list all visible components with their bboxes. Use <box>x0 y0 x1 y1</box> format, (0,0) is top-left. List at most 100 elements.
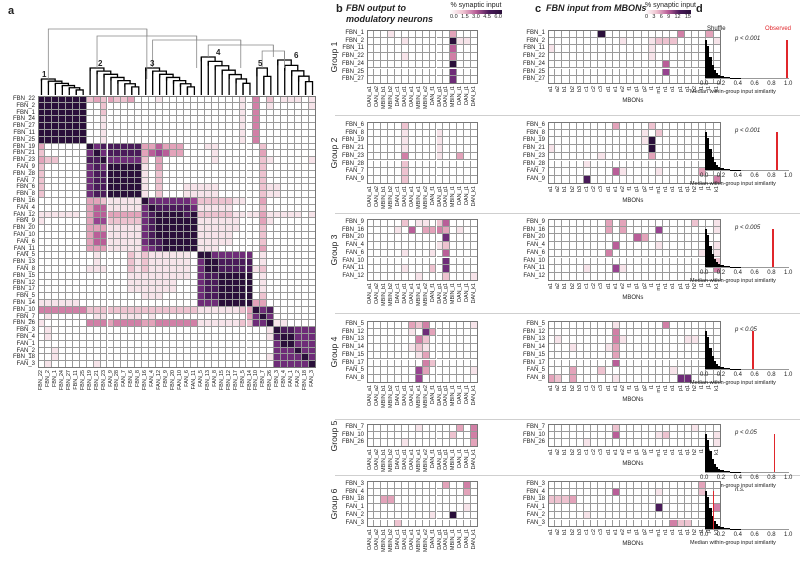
similarity-cell <box>177 102 184 110</box>
x-tick-label: 1.0 <box>784 475 793 481</box>
row-label: FBN_28 <box>12 170 35 177</box>
column-label: DAN_g1 <box>436 282 443 304</box>
similarity-cell <box>44 136 52 144</box>
column-label: OAN_a2 <box>373 449 380 471</box>
similarity-cell <box>225 130 233 137</box>
similarity-cell <box>163 96 171 103</box>
mbons-axis-label: MBONs <box>622 97 644 104</box>
similarity-cell <box>218 109 226 117</box>
row-label: FAN_12 <box>523 272 545 279</box>
dendrogram-link <box>75 89 84 95</box>
similarity-cell <box>44 109 52 117</box>
row-label: FAN_4 <box>16 204 35 211</box>
similarity-cell <box>128 96 136 103</box>
similarity-cell <box>100 130 108 137</box>
similarity-cell <box>38 130 45 137</box>
row-label: FBN_12 <box>12 279 35 286</box>
similarity-cell <box>232 96 240 103</box>
x-tick-label: 0.8 <box>767 532 776 538</box>
similarity-cell <box>107 102 115 110</box>
column-label: b3 <box>576 85 583 93</box>
column-label: OAN_e1 <box>408 384 415 406</box>
column-label: m1 <box>656 384 662 393</box>
column-label: q1 <box>684 529 691 536</box>
column-label: DAN_d1 <box>401 529 408 550</box>
similarity-cell <box>197 109 205 117</box>
column-label: FBN_16 <box>142 370 149 391</box>
similarity-cell <box>163 109 171 117</box>
similarity-cell <box>253 96 261 103</box>
similarity-cell <box>142 136 150 144</box>
similarity-cell <box>218 116 226 124</box>
column-label: i1 <box>648 282 655 287</box>
column-label: FBN_13 <box>204 370 211 391</box>
similarity-cell <box>177 109 184 117</box>
hist-axis <box>705 170 789 171</box>
column-label: e2 <box>620 85 626 93</box>
column-label: e1 <box>612 529 619 536</box>
column-label: DAN_d1 <box>401 185 408 207</box>
column-label: k1 <box>713 449 720 455</box>
column-label: i1 <box>648 449 655 454</box>
column-label: FBN_3 <box>274 370 281 388</box>
similarity-cell <box>274 109 282 117</box>
column-label: MBIN_e2 <box>422 449 429 473</box>
column-label: DAN_d1 <box>401 85 408 107</box>
similarity-cell <box>288 102 296 110</box>
column-label: m1 <box>656 282 662 291</box>
similarity-cell <box>38 96 45 103</box>
similarity-cell <box>260 116 268 124</box>
similarity-cell <box>170 96 177 103</box>
row-label: FBN_16 <box>341 226 364 233</box>
column-label: OAN_a2 <box>373 282 380 304</box>
column-label: DAN_f1 <box>429 529 436 549</box>
row-label: FBN_14 <box>522 344 545 351</box>
column-label: FBN_15 <box>218 370 225 391</box>
similarity-cell <box>86 96 94 103</box>
row-label: FAN_2 <box>345 511 364 518</box>
row-label: FAN_1 <box>16 340 35 347</box>
similarity-cell <box>58 123 66 130</box>
column-label: FBN_22 <box>38 370 44 391</box>
group-label: Group 2 <box>329 137 339 169</box>
similarity-cell <box>72 102 80 110</box>
row-label: FBN_5 <box>16 293 35 300</box>
column-label: c3 <box>598 449 605 455</box>
column-label: MBIN_b2 <box>387 185 394 209</box>
x-tick-label: 0.0 <box>700 532 709 538</box>
panel-d-label: d <box>696 3 703 15</box>
column-label: b3 <box>576 449 583 456</box>
similarity-cell <box>211 130 219 137</box>
input-heatmap-frame <box>548 481 721 528</box>
column-label: MBIN_b1 <box>380 529 387 553</box>
row-label: FBN_16 <box>522 226 545 233</box>
mbons-axis-label: MBONs <box>622 461 644 468</box>
column-label: FBN_26 <box>267 370 274 391</box>
column-label: c3 <box>598 384 605 391</box>
column-label: n1 <box>663 185 670 192</box>
dendrogram-link <box>221 69 236 75</box>
dendrogram-link <box>263 75 272 95</box>
column-label: FBN_18 <box>302 370 309 391</box>
column-label: a1 <box>548 185 554 192</box>
column-label: g2 <box>641 185 648 192</box>
column-label: DAN_f1 <box>429 449 436 469</box>
similarity-cell <box>51 96 59 103</box>
similarity-cell <box>267 109 275 117</box>
similarity-cell <box>135 96 143 103</box>
column-label: p1 <box>677 85 684 93</box>
similarity-cell <box>232 123 240 130</box>
x-tick-label: 0.4 <box>733 475 742 481</box>
x-tick-label: 0.8 <box>767 372 776 378</box>
dendrogram-link <box>284 64 299 71</box>
group-label: Group 3 <box>329 234 339 266</box>
x-tick-label: 0.4 <box>733 81 742 87</box>
column-label: g2 <box>641 282 648 289</box>
panel-b-title-line2: modulatory neurons <box>346 14 434 24</box>
similarity-cell <box>281 123 289 130</box>
row-label: FBN_9 <box>526 219 545 225</box>
column-label: DAN_c1 <box>394 282 401 304</box>
dendrogram-link <box>200 56 216 62</box>
column-label: FAN_7 <box>121 370 128 387</box>
similarity-cell <box>170 123 177 130</box>
